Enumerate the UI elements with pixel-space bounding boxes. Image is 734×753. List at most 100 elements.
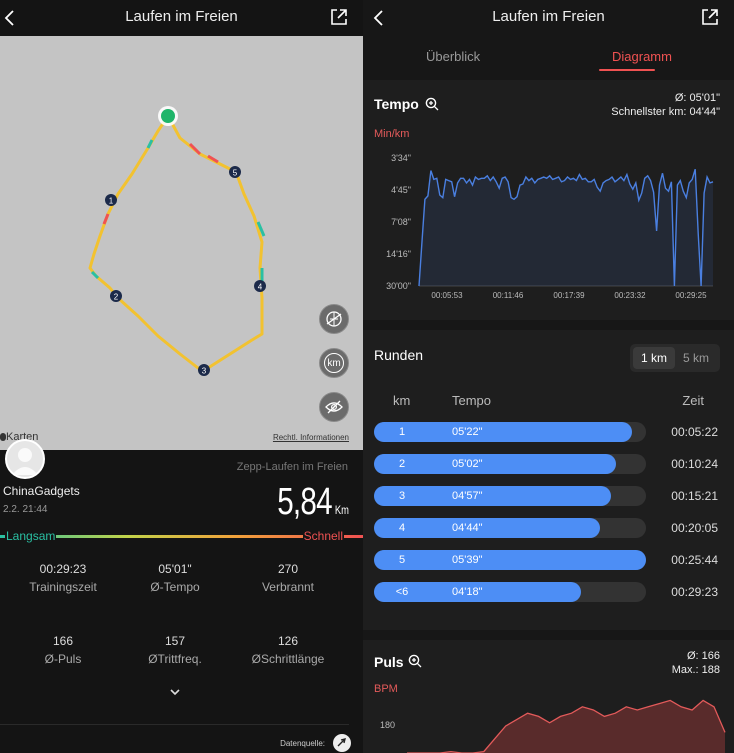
stat-label: Trainingszeit [29,580,97,594]
lap-km: <6 [395,586,409,598]
tab-diagram[interactable]: Diagramm [612,49,672,64]
back-icon[interactable] [0,6,24,30]
stat-value: 166 [52,634,74,648]
lap-pace: 05'02" [452,458,483,470]
user-name: ChinaGadgets [3,484,80,498]
tempo-title: Tempo [374,96,419,112]
right-panel: Laufen im Freien Überblick Diagramm Temp… [363,0,734,753]
route-line: 1 2 3 4 5 [88,106,266,376]
legal-info-link[interactable]: Rechtl. Informationen [272,433,349,442]
stat-calories: 270 Verbrannt [238,562,338,594]
avatar-person-icon [12,448,38,475]
lap-pace-bar [374,422,633,442]
lap-row[interactable]: 5 05'39" [374,550,646,570]
share-icon[interactable] [329,7,349,27]
stat-value: 157 [164,634,186,648]
lap-row[interactable]: 2 05'02" [374,454,646,474]
lap-pace-bar [374,550,646,570]
lap-time: 00:05:22 [671,425,718,439]
tempo-y-tick: 3'34" [391,153,411,163]
left-header: Laufen im Freien [0,0,363,36]
lap-row[interactable]: <6 04'18" [374,582,646,602]
divider [0,724,349,725]
speed-slow-label: Langsam [5,529,57,543]
tempo-card: Tempo Ø: 05'01" Schnellster km: 04'44" M… [363,80,734,320]
lap-time: 00:10:24 [671,457,718,471]
tempo-x-tick: 00:29:25 [675,291,707,300]
lap-km: 2 [398,458,406,470]
pulse-area [407,700,725,753]
lap-row[interactable]: 4 04'44" [374,518,646,538]
apple-logo-icon [0,433,6,441]
pulse-avg: Ø: 166 [686,650,720,662]
tempo-y-tick: 7'08" [391,217,411,227]
lap-time: 00:25:44 [671,553,718,567]
lap-pace: 04'18" [452,586,483,598]
stat-training-time: 00:29:23 Trainingszeit [13,562,113,594]
stat-value: 05'01" [158,562,192,576]
toggle-5km[interactable]: 5 km [682,351,709,365]
tempo-unit: Min/km [374,128,410,140]
data-source-icon[interactable] [333,734,351,752]
km-marker-toggle-button[interactable]: km [319,348,349,378]
share-icon[interactable] [700,7,720,27]
tempo-fastest: Schnellster km: 04'44" [611,106,720,118]
toggle-1km[interactable]: 1 km [633,347,675,369]
tempo-avg: Ø: 05'01" [674,92,720,104]
tempo-x-tick: 00:23:32 [614,291,646,300]
distance-value: 5,84 [277,481,332,523]
route-marker: 5 [229,166,241,178]
route-marker: 3 [198,364,210,376]
lap-row[interactable]: 1 05'22" [374,422,646,442]
active-tab-indicator [599,69,655,71]
tempo-summary: Ø: 05'01" Schnellster km: 04'44" [611,91,720,119]
route-marker: 2 [110,290,122,302]
lap-pace: 04'57" [452,490,483,502]
col-header-time: Zeit [682,393,704,408]
distance-unit: Km [334,503,349,517]
lap-km: 4 [398,522,406,534]
stat-avg-cadence: 157 ØTrittfreq. [125,634,225,666]
distance-readout: 5,84 Km [277,481,349,524]
route-marker: 1 [105,194,117,206]
stat-label: Verbrannt [261,580,315,594]
back-icon[interactable] [366,6,390,30]
stat-value: 126 [277,634,299,648]
left-panel: Laufen im Freien 1 2 3 4 5 km [0,0,363,753]
tempo-area [419,169,713,286]
lap-km: 3 [398,490,406,502]
col-header-pace: Tempo [452,393,492,408]
stat-label: Ø-Puls [44,652,82,666]
hide-eye-icon[interactable] [319,392,349,422]
chevron-down-icon[interactable] [168,687,182,697]
avatar[interactable] [5,439,45,479]
lap-pace-bar [374,518,600,538]
lap-time: 00:15:21 [671,489,718,503]
svg-text:2: 2 [114,293,119,302]
lap-pace: 05'39" [452,554,483,566]
tempo-y-tick: 4'45" [391,185,411,195]
pulse-card: Puls Ø: 166 Max.: 188 BPM 180 [363,640,734,753]
speed-fast-label: Schnell [302,529,344,543]
km-toggle-label: km [324,353,344,373]
lap-km: 5 [398,554,406,566]
data-source-label: Datenquelle: [280,739,325,748]
route-marker: 4 [254,280,266,292]
satellite-toggle-icon[interactable] [319,304,349,334]
right-header: Laufen im Freien [363,0,734,36]
tempo-chart [418,169,714,287]
laps-card: Runden [363,330,734,630]
stat-label: Ø-Tempo [150,580,200,594]
lap-km: 1 [398,426,406,438]
tab-overview[interactable]: Überblick [426,49,481,64]
route-map[interactable]: 1 2 3 4 5 km Karten Rechtl. Informatione… [0,36,363,450]
zoom-in-icon[interactable] [408,654,422,668]
page-title: Laufen im Freien [492,8,605,25]
zoom-in-icon[interactable] [425,97,439,111]
pulse-summary: Ø: 166 Max.: 188 [672,649,720,677]
lap-row[interactable]: 3 04'57" [374,486,646,506]
stat-avg-stride: 126 ØSchrittlänge [238,634,338,666]
stat-avg-pulse: 166 Ø-Puls [13,634,113,666]
stat-value: 00:29:23 [39,562,87,576]
lap-pace-bar [374,454,617,474]
